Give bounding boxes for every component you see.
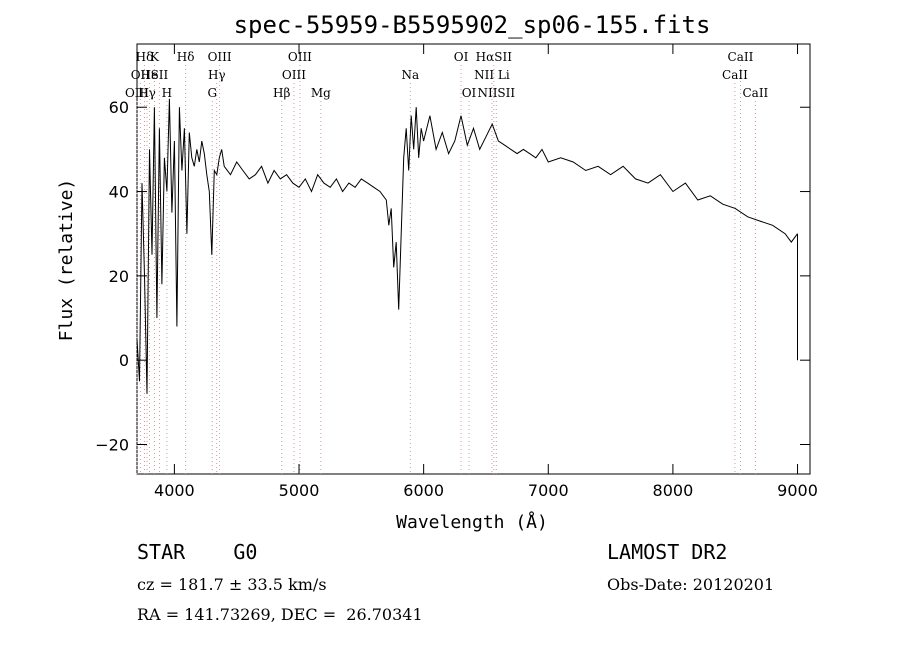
y-tick-label: 40 — [109, 183, 129, 202]
y-tick-label: 20 — [109, 267, 129, 286]
emission-line-label: CaII — [742, 86, 768, 100]
emission-line-label: H — [162, 86, 172, 100]
y-tick-label: 60 — [109, 98, 129, 117]
emission-line-label: He — [141, 68, 159, 82]
coordinates: RA = 141.73269, DEC = 26.70341 — [137, 605, 423, 624]
survey-name: LAMOST DR2 — [607, 540, 728, 564]
emission-line-label: NIISII — [477, 86, 515, 100]
spectrum-line — [136, 98, 798, 394]
x-tick-label: 9000 — [777, 481, 818, 500]
emission-line-label: OIII — [282, 68, 306, 82]
x-tick-label: 6000 — [403, 481, 444, 500]
y-tick-label: −20 — [95, 435, 129, 454]
x-axis-label: Wavelength (Å) — [396, 511, 548, 533]
emission-line-label: G — [207, 86, 217, 100]
plot-frame — [136, 43, 811, 475]
emission-line-label: SII — [151, 68, 169, 82]
chart-title: spec-55959-B5595902_sp06-155.fits — [234, 11, 711, 39]
observation-date: Obs-Date: 20120201 — [607, 575, 775, 594]
emission-line-label: OII — [131, 68, 151, 82]
emission-line-markers — [136, 65, 756, 474]
object-class: STAR G0 — [137, 540, 258, 564]
emission-line-label: Hγ — [208, 68, 226, 82]
y-axis-ticks: −20 0 20 40 60 — [95, 98, 810, 454]
emission-line-label: OIII — [288, 50, 312, 64]
emission-line-label: CaII — [728, 50, 754, 64]
redshift-cz: cz = 181.7 ± 33.5 km/s — [137, 575, 327, 594]
x-tick-label: 7000 — [528, 481, 569, 500]
emission-line-label: Hβ — [273, 86, 290, 100]
emission-line-label: OI — [454, 50, 469, 64]
emission-line-label: OIII — [125, 86, 149, 100]
emission-line-label: OI — [462, 86, 477, 100]
emission-line-label: Hγ — [138, 86, 156, 100]
emission-line-label: Hδ — [177, 50, 195, 64]
emission-line-label: HαSII — [476, 50, 513, 64]
x-tick-label: 5000 — [279, 481, 320, 500]
emission-line-label: K — [150, 50, 160, 64]
emission-line-label: Hδ — [136, 50, 154, 64]
emission-line-label: Mg — [311, 86, 331, 100]
x-tick-label: 4000 — [154, 481, 195, 500]
emission-line-label: OIII — [208, 50, 232, 64]
emission-line-label: Na — [401, 68, 419, 82]
y-axis-label: Flux (relative) — [56, 179, 77, 342]
y-tick-label: 0 — [119, 351, 129, 370]
x-tick-label: 8000 — [653, 481, 694, 500]
x-axis-ticks: 4000 5000 6000 7000 8000 9000 — [154, 44, 818, 500]
emission-line-label: NII Li — [474, 68, 510, 82]
emission-line-label: CaII — [722, 68, 748, 82]
